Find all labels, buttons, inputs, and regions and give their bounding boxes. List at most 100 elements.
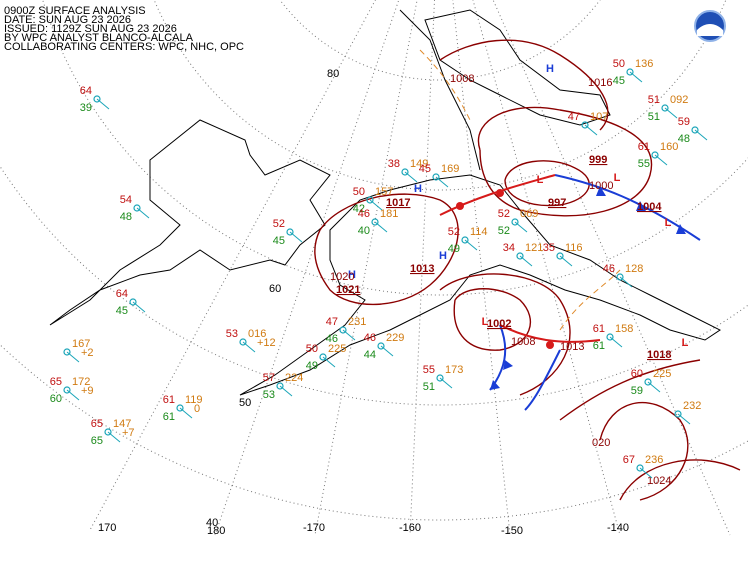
station-marker: [606, 333, 614, 341]
pressure-center-symbol: H: [414, 183, 422, 195]
header-line: DATE: SUN AUG 23 2026: [4, 14, 131, 26]
station-dewpoint: 51: [423, 381, 435, 393]
station-pressure: 169: [441, 163, 459, 175]
station-temperature: 34: [503, 242, 515, 254]
station-temperature: 60: [631, 368, 643, 380]
station-pressure: 149: [410, 158, 428, 170]
longitude-label: 180: [207, 525, 225, 537]
pressure-center-value: 1004: [637, 201, 662, 213]
station-temperature: 51: [648, 94, 660, 106]
station-pressure: 181: [380, 208, 398, 220]
pressure-center-symbol: L: [482, 316, 489, 328]
wind-barb: [647, 381, 661, 393]
pressure-center-symbol: H: [439, 250, 447, 262]
station-temperature: 54: [120, 194, 132, 206]
station-pressure: 229: [386, 332, 404, 344]
pressure-center-value: 1018: [647, 349, 671, 361]
pressure-center-value: 999: [589, 154, 607, 166]
station-marker: [674, 410, 682, 418]
longitude-label: -140: [607, 522, 629, 534]
station-pressure: 167: [72, 338, 90, 350]
wind-barb: [136, 207, 150, 219]
station-pressure: 119: [185, 394, 203, 406]
station-marker: [691, 126, 699, 134]
station-marker: [644, 378, 652, 386]
wind-barb: [654, 154, 668, 166]
station-dewpoint: 61: [163, 411, 175, 423]
station-marker: [511, 218, 519, 226]
station-temperature: 45: [419, 163, 431, 175]
station-pressure: 128: [625, 263, 643, 275]
wind-barb: [694, 129, 708, 141]
station-temperature: 46: [364, 332, 376, 344]
station-marker: [366, 196, 374, 204]
station-pressure: 231: [348, 316, 366, 328]
station-tendency: +12: [257, 337, 276, 349]
station-marker: [63, 348, 71, 356]
wind-barb: [107, 431, 121, 443]
station-temperature: 65: [91, 418, 103, 430]
station-pressure: 172: [72, 376, 90, 388]
station-dewpoint: 40: [358, 225, 370, 237]
station-dewpoint: 49: [448, 243, 460, 255]
wind-barb: [66, 351, 80, 363]
station-temperature: 50: [306, 343, 318, 355]
latitude-label: 80: [327, 68, 339, 80]
isobar-label: 1000: [589, 180, 613, 192]
station-tendency: +7: [122, 427, 135, 439]
latitude-label: 40: [206, 517, 218, 529]
wind-barb: [639, 467, 653, 479]
longitude-label: -150: [501, 525, 523, 537]
station-temperature: 47: [568, 111, 580, 123]
station-dewpoint: 48: [120, 211, 132, 223]
station-marker: [516, 252, 524, 260]
pressure-center-value: 997: [548, 197, 566, 209]
isobar-label: 1008: [511, 336, 535, 348]
station-temperature: 50: [613, 58, 625, 70]
station-dewpoint: 44: [364, 349, 376, 361]
pressure-center-symbol: L: [537, 174, 544, 186]
wind-barb: [519, 255, 533, 267]
station-pressure: 107: [590, 111, 608, 123]
station-marker: [556, 252, 564, 260]
station-marker: [661, 104, 669, 112]
wind-barb: [559, 255, 573, 267]
station-dewpoint: 46: [326, 333, 338, 345]
station-temperature: 53: [226, 328, 238, 340]
station-dewpoint: 59: [631, 385, 643, 397]
station-temperature: 59: [678, 116, 690, 128]
station-marker: [133, 204, 141, 212]
station-dewpoint: 60: [50, 393, 62, 405]
header-line: ISSUED: 1129Z SUN AUG 23 2026: [4, 23, 177, 35]
station-temperature: 61: [593, 323, 605, 335]
station-dewpoint: 45: [116, 305, 128, 317]
wind-barb: [242, 341, 256, 353]
station-pressure: 173: [445, 364, 463, 376]
station-temperature: 55: [423, 364, 435, 376]
station-marker: [93, 95, 101, 103]
station-pressure: 016: [248, 328, 266, 340]
station-marker: [651, 151, 659, 159]
wind-barb: [66, 389, 80, 401]
station-pressure: 114: [470, 226, 488, 238]
station-pressure: 136: [635, 58, 653, 70]
pressure-center-symbol: L: [682, 337, 689, 349]
station-temperature: 64: [80, 85, 92, 97]
station-temperature: 52: [448, 226, 460, 238]
station-marker: [377, 342, 385, 350]
station-dewpoint: 49: [306, 360, 318, 372]
station-temperature: 50: [353, 186, 365, 198]
pressure-center-value: 1021: [336, 284, 360, 296]
station-marker: [401, 168, 409, 176]
station-dewpoint: 61: [593, 340, 605, 352]
station-marker: [276, 382, 284, 390]
isobar-label: 1016: [588, 77, 612, 89]
isobar-label: 1020: [330, 271, 354, 283]
pressure-center-value: 1013: [410, 263, 434, 275]
wind-barb: [289, 231, 303, 243]
station-marker: [616, 273, 624, 281]
wind-barb: [629, 71, 643, 83]
station-marker: [319, 353, 327, 361]
pressure-center-symbol: L: [614, 172, 621, 184]
pressure-center-symbol: L: [665, 217, 672, 229]
